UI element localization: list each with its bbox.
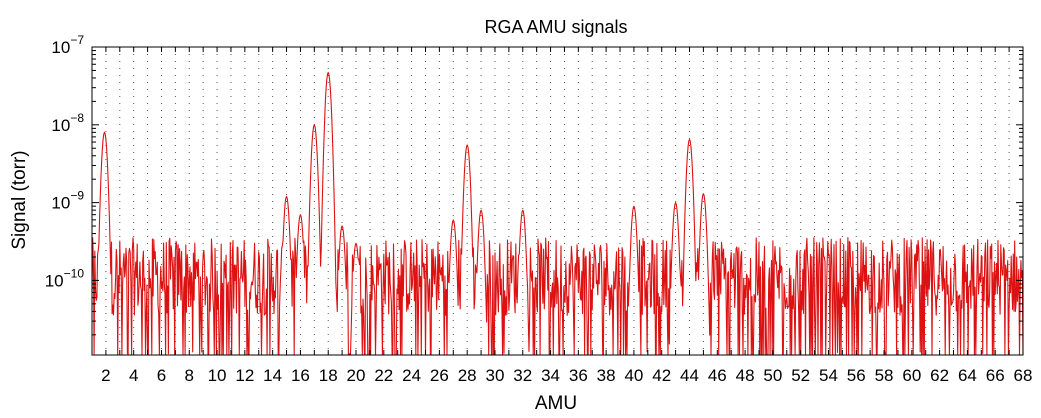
x-tick-label: 52	[791, 366, 810, 385]
x-tick-label: 34	[541, 366, 560, 385]
x-tick-label: 22	[374, 366, 393, 385]
x-tick-label: 14	[263, 366, 282, 385]
x-tick-label: 48	[736, 366, 755, 385]
x-tick-label: 50	[763, 366, 782, 385]
series-lines	[91, 71, 1024, 356]
x-tick-label: 38	[597, 366, 616, 385]
x-tick-label: 64	[958, 366, 977, 385]
x-tick-label: 18	[319, 366, 338, 385]
x-tick-label: 6	[157, 366, 166, 385]
plot-frame	[91, 46, 1024, 356]
series-line-rga-signal	[91, 71, 1024, 356]
x-tick-label: 42	[652, 366, 671, 385]
x-tick-label: 46	[708, 366, 727, 385]
x-tick-label: 56	[847, 366, 866, 385]
x-axis-label: AMU	[535, 393, 577, 414]
x-tick-label: 66	[986, 366, 1005, 385]
x-tick-label: 20	[347, 366, 366, 385]
x-tick-label: 2	[101, 366, 110, 385]
y-tick-label: 10−8	[51, 111, 84, 135]
y-tick-label: 10−9	[51, 189, 84, 213]
x-tick-label: 10	[208, 366, 227, 385]
x-tick-label: 44	[680, 366, 699, 385]
grid-lines	[105, 47, 1024, 355]
x-tick-label: 16	[291, 366, 310, 385]
x-tick-label: 68	[1014, 366, 1033, 385]
x-tick-label: 60	[902, 366, 921, 385]
x-tick-label: 28	[458, 366, 477, 385]
chart-title: RGA AMU signals	[484, 17, 627, 37]
x-tick-label: 30	[486, 366, 505, 385]
y-axis-label: Signal (torr)	[9, 150, 30, 249]
x-tick-label: 24	[402, 366, 421, 385]
y-tick-label: 10−10	[45, 266, 85, 290]
x-tick-label: 36	[569, 366, 588, 385]
x-tick-label: 58	[875, 366, 894, 385]
x-tick-label: 62	[930, 366, 949, 385]
x-tick-label: 32	[513, 366, 532, 385]
axis-ticks: 2 4 6 8 10 12 14 16 18 20 22 24 26 28 30 32 34 36 38 40 42 44…	[45, 33, 1033, 385]
x-tick-label: 12	[235, 366, 254, 385]
x-tick-label: 40	[624, 366, 643, 385]
x-tick-label: 4	[129, 366, 138, 385]
y-tick-label: 10−7	[51, 33, 84, 57]
x-tick-label: 54	[819, 366, 838, 385]
x-tick-label: 8	[185, 366, 194, 385]
x-tick-label: 26	[430, 366, 449, 385]
